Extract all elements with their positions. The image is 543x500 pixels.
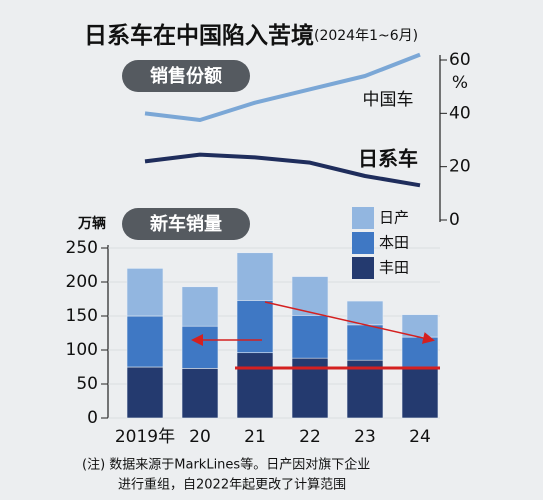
legend-label: 丰田 — [379, 259, 409, 277]
note: (注) 数据来源于MarkLines等。日产因对旗下企业 — [82, 457, 370, 473]
bar-segment — [346, 359, 384, 419]
axis-unit: 万辆 — [77, 215, 106, 232]
bar-segment — [346, 324, 384, 361]
line — [144, 152, 421, 188]
bar-segment — [181, 368, 219, 419]
legend-label: 日产 — [379, 209, 409, 227]
legend-swatch — [352, 207, 374, 229]
x-tick-label: 22 — [299, 427, 321, 447]
axis-unit: % — [452, 73, 468, 93]
chart-title: 日系车在中国陷入苦境(2024年1~6月) — [84, 22, 418, 49]
legend-swatch — [352, 232, 374, 254]
bar-segment — [181, 286, 219, 327]
x-tick-label: 2019年 — [115, 427, 175, 447]
bar-segment — [126, 268, 164, 317]
y-tick-label: 100 — [66, 340, 98, 360]
bar-segment — [401, 336, 439, 370]
section-title: 新车销量 — [150, 213, 222, 235]
y2-tick-label: 60 — [449, 50, 471, 70]
bar-segment — [181, 325, 219, 369]
bar-segment — [291, 315, 329, 359]
legend-label: 本田 — [379, 234, 409, 252]
y-tick-label: 50 — [76, 374, 98, 394]
series-label: 日系车 — [358, 147, 418, 171]
bar-segment — [126, 315, 164, 368]
annotation — [191, 301, 440, 370]
x-tick-label: 23 — [354, 427, 376, 447]
bar-segment — [236, 300, 274, 354]
y2-tick-label: 40 — [449, 103, 471, 123]
bar-segment — [401, 368, 439, 419]
title: 日系车在中国陷入苦境 — [84, 22, 314, 49]
x-tick-label: 21 — [244, 427, 266, 447]
y-tick-label: 0 — [87, 408, 98, 428]
subtitle: (2024年1~6月) — [314, 28, 418, 44]
section-pill — [122, 208, 250, 240]
section-pill — [122, 60, 250, 92]
bar-segment — [126, 366, 164, 419]
y2-tick-label: 20 — [449, 157, 471, 177]
arrow — [264, 301, 435, 344]
legend-swatch — [352, 257, 374, 279]
y-tick-label: 150 — [66, 306, 98, 326]
x-tick-label: 24 — [409, 427, 431, 447]
y-tick-label: 200 — [66, 272, 98, 292]
note: 进行重组，自2022年起更改了计算范围 — [118, 477, 346, 493]
bar-segment — [236, 252, 274, 301]
bar-segment — [236, 352, 274, 419]
section-title: 销售份额 — [150, 65, 222, 87]
y2-tick-label: 0 — [449, 210, 460, 230]
series-label: 中国车 — [363, 90, 414, 110]
line — [144, 52, 421, 122]
x-tick-label: 20 — [189, 427, 211, 447]
y-tick-label: 250 — [66, 238, 98, 258]
